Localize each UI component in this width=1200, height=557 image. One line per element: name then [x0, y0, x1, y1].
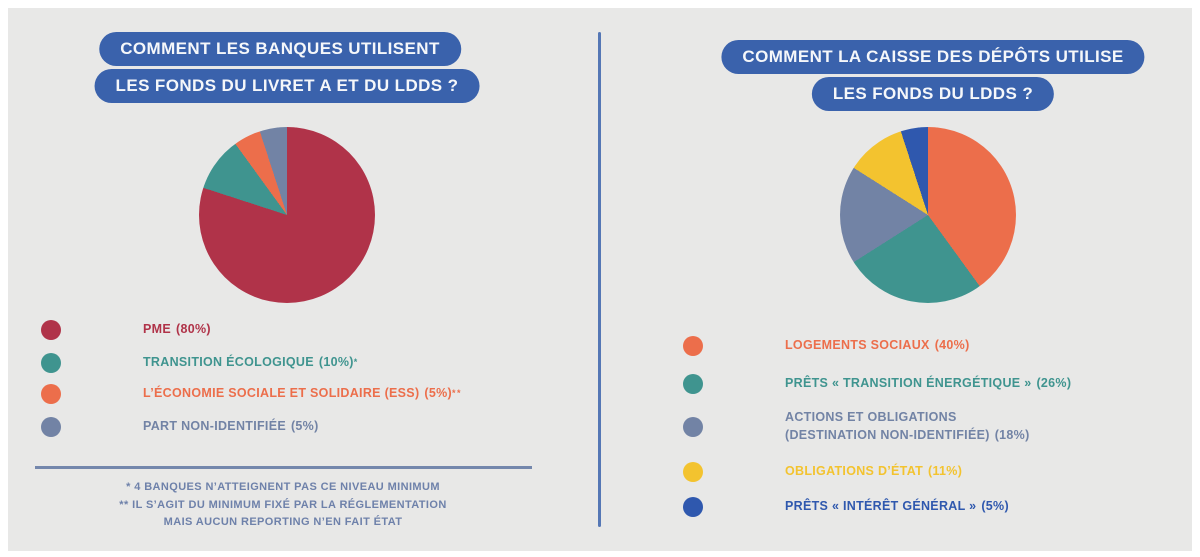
legend-value: (18%) — [994, 427, 1030, 442]
legend-dot — [683, 497, 703, 517]
legend-item-prets-transition-energetique: PRÊTS « TRANSITION ÉNERGÉTIQUE » (26%) — [683, 374, 1071, 394]
right-pie-chart — [840, 127, 1016, 303]
legend-label: L’ÉCONOMIE SOCIALE ET SOLIDAIRE (ESS) — [143, 386, 420, 401]
legend-label: PRÊTS « INTÉRÊT GÉNÉRAL » — [785, 499, 977, 514]
legend-dot — [41, 353, 61, 373]
footnote-line: ** IL S’AGIT DU MINIMUM FIXÉ PAR LA RÉGL… — [119, 498, 447, 511]
footnote-separator — [35, 466, 532, 469]
legend-dot — [41, 320, 61, 340]
legend-label: PME — [143, 322, 171, 337]
legend-label: OBLIGATIONS D’ÉTAT — [785, 464, 924, 479]
legend-value: (5%) — [424, 386, 452, 401]
legend-value: (5%) — [981, 499, 1009, 514]
right-title-pill-2: LES FONDS DU LDDS ? — [811, 77, 1055, 111]
legend-dot — [683, 336, 703, 356]
legend-label: ACTIONS ET OBLIGATIONS (DESTINATION NON-… — [785, 410, 990, 442]
legend-dot — [683, 416, 703, 437]
legend-item-actions-obligations: ACTIONS ET OBLIGATIONS (DESTINATION NON-… — [683, 409, 1030, 444]
legend-value: (10%) — [318, 355, 354, 370]
footnote-line: MAIS AUCUN REPORTING N’EN FAIT ÉTAT — [163, 516, 403, 528]
left-title-pill-2: LES FONDS DU LIVRET A ET DU LDDS ? — [94, 69, 480, 103]
right-title-pill-1: COMMENT LA CAISSE DES DÉPÔTS UTILISE — [721, 40, 1145, 74]
legend-label: LOGEMENTS SOCIAUX — [785, 338, 930, 353]
legend-item-transition-ecologique: TRANSITION ÉCOLOGIQUE (10%)* — [41, 353, 359, 373]
center-divider — [598, 32, 601, 527]
legend-value: (11%) — [928, 464, 963, 479]
legend-label: TRANSITION ÉCOLOGIQUE — [143, 355, 314, 370]
legend-item-part-non-identifiee: PART NON-IDENTIFIÉE (5%) — [41, 417, 319, 437]
legend-footnote-mark: * — [353, 357, 359, 368]
legend-value: (40%) — [934, 338, 970, 353]
legend-label: PRÊTS « TRANSITION ÉNERGÉTIQUE » — [785, 376, 1032, 391]
legend-footnote-mark: ** — [452, 388, 463, 399]
left-pie-chart — [199, 127, 375, 303]
legend-dot — [41, 417, 61, 437]
legend-value: (26%) — [1036, 376, 1072, 391]
footnotes: * 4 BANQUES N’ATTEIGNENT PAS CE NIVEAU M… — [33, 479, 533, 532]
legend-value: (80%) — [176, 322, 211, 337]
legend-item-pme: PME (80%) — [41, 320, 211, 340]
legend-label: PART NON-IDENTIFIÉE — [143, 419, 286, 434]
left-title-pill-1: COMMENT LES BANQUES UTILISENT — [99, 32, 461, 66]
legend-dot — [683, 462, 703, 482]
legend-value: (5%) — [290, 419, 319, 434]
footnote-line: * 4 BANQUES N’ATTEIGNENT PAS CE NIVEAU M… — [126, 481, 440, 493]
legend-item-ess: L’ÉCONOMIE SOCIALE ET SOLIDAIRE (ESS) (5%… — [41, 384, 462, 404]
legend-item-prets-interet-general: PRÊTS « INTÉRÊT GÉNÉRAL » (5%) — [683, 497, 1009, 517]
legend-dot — [41, 384, 61, 404]
legend-dot — [683, 374, 703, 394]
legend-item-obligations-etat: OBLIGATIONS D’ÉTAT (11%) — [683, 462, 962, 482]
legend-item-logements-sociaux: LOGEMENTS SOCIAUX (40%) — [683, 336, 970, 356]
